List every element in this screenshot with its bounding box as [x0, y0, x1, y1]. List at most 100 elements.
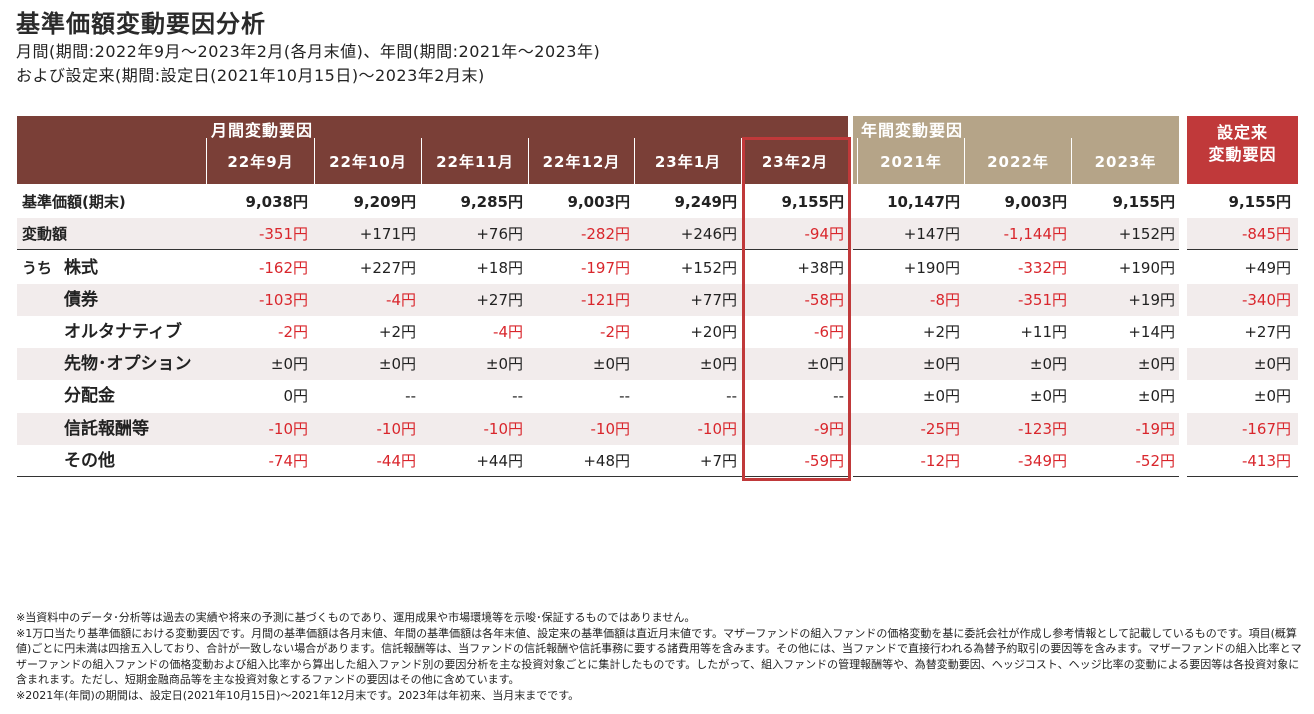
- table-cell: +19円: [1128, 291, 1175, 309]
- row-label: 債券: [64, 290, 98, 310]
- table-cell: ±0円: [1253, 355, 1291, 373]
- page-title: 基準価額変動要因分析: [16, 10, 266, 38]
- col-header: 22年9月: [206, 138, 314, 184]
- table-cell: -2円: [600, 323, 630, 341]
- row-prefix: うち: [22, 259, 53, 277]
- table-cell: -413円: [1241, 452, 1291, 470]
- table-cell: -10円: [268, 420, 309, 438]
- table-cell: 9,003円: [567, 193, 630, 211]
- highlight-box: [742, 137, 851, 481]
- table-cell: +152円: [680, 259, 737, 277]
- table-row: 信託報酬等 -10円 -10円 -10円 -10円 -10円 -9円 -25円 -123円 -19…: [17, 413, 1298, 445]
- table-cell: -197円: [580, 259, 630, 277]
- table-cell: 0円: [283, 387, 308, 405]
- row-label: 分配金: [64, 386, 115, 406]
- footnote: ※2021年(年間)の期間は、設定日(2021年10月15日)～2021年12月…: [16, 688, 580, 702]
- table-cell: ±0円: [485, 355, 523, 373]
- table-cell: -9円: [814, 420, 844, 438]
- table-cell: --: [405, 387, 416, 405]
- table-cell: -6円: [814, 323, 844, 341]
- table-cell: -4円: [493, 323, 523, 341]
- table-cell: +48円: [583, 452, 630, 470]
- table-cell: 10,147円: [887, 193, 960, 211]
- table-cell: +2円: [378, 323, 416, 341]
- table-cell: -10円: [697, 420, 738, 438]
- table-row: 基準価額(期末) 9,038円 9,209円 9,285円 9,003円 9,249円 9,…: [17, 186, 1298, 218]
- period-description: 月間(期間:2022年9月～2023年2月(各月末値)、年間(期間:2021年～…: [16, 42, 601, 61]
- monthly-header: 月間変動要因 22年9月 22年10月 22年11月 22年12月 23年1月 …: [17, 116, 848, 184]
- since-label: 設定来: [1216, 123, 1268, 142]
- footnote: ※1万口当たり基準価額における変動要因です。月間の基準価額は各月末値、年間の基準…: [16, 626, 1302, 687]
- table-row: 分配金 0円 -- -- -- -- -- ±0円 ±0円 ±0円 ±0円: [17, 380, 1298, 412]
- table-cell: +152円: [1118, 225, 1175, 243]
- monthly-group-label: 月間変動要因: [211, 121, 314, 140]
- table-cell: 9,038円: [245, 193, 308, 211]
- table-cell: ±0円: [922, 387, 960, 405]
- table-cell: -2円: [278, 323, 308, 341]
- col-header: 22年10月: [314, 138, 421, 184]
- table-cell: -19円: [1135, 420, 1176, 438]
- table-cell: +7円: [699, 452, 737, 470]
- table-cell: -58円: [804, 291, 845, 309]
- row-label: 基準価額(期末): [22, 193, 126, 211]
- table-cell: -103円: [258, 291, 308, 309]
- table-cell: ±0円: [592, 355, 630, 373]
- table-cell: -59円: [804, 452, 845, 470]
- table-cell: ±0円: [806, 355, 844, 373]
- table-cell: -349円: [1017, 452, 1067, 470]
- table-cell: +20円: [690, 323, 737, 341]
- table-cell: +171円: [359, 225, 416, 243]
- footnotes: ※当資料中のデータ･分析等は過去の実績や将来の予測に基づくものであり、運用成果や…: [16, 610, 1306, 704]
- col-header: 2021年: [857, 138, 964, 184]
- table-cell: --: [833, 387, 844, 405]
- table-cell: ±0円: [1029, 355, 1067, 373]
- table-cell: +2円: [922, 323, 960, 341]
- table-row: オルタナティブ -2円 +2円 -4円 -2円 +20円 -6円 +2円 +11円 +14円 +27…: [17, 316, 1298, 348]
- table-cell: +44円: [476, 452, 523, 470]
- row-label: 先物･オプション: [64, 354, 192, 374]
- table-cell: -12円: [920, 452, 961, 470]
- table-cell: -351円: [258, 225, 308, 243]
- table-cell: -4円: [386, 291, 416, 309]
- table-cell: ±0円: [1029, 387, 1067, 405]
- table-cell: ±0円: [378, 355, 416, 373]
- table-cell: 9,155円: [1112, 193, 1175, 211]
- table-cell: -121円: [580, 291, 630, 309]
- col-header: 23年2月: [741, 138, 848, 184]
- table-cell: -332円: [1017, 259, 1067, 277]
- table-cell: +190円: [1118, 259, 1175, 277]
- since-label-2: 変動要因: [1208, 145, 1277, 164]
- table-cell: +18円: [476, 259, 523, 277]
- table-cell: 9,155円: [781, 193, 844, 211]
- table-cell: +38円: [797, 259, 844, 277]
- row-label: オルタナティブ: [64, 322, 182, 342]
- table-cell: +27円: [476, 291, 523, 309]
- table-cell: -10円: [590, 420, 631, 438]
- table-row: 先物･オプション ±0円 ±0円 ±0円 ±0円 ±0円 ±0円 ±0円 ±0円 ±0円 ±0円: [17, 348, 1298, 380]
- table-cell: -44円: [376, 452, 417, 470]
- table-cell: 9,209円: [353, 193, 416, 211]
- table-cell: --: [512, 387, 523, 405]
- table-cell: -282円: [580, 225, 630, 243]
- annual-header: 年間変動要因 2021年 2022年 2023年: [853, 116, 1179, 184]
- table-cell: 9,249円: [674, 193, 737, 211]
- row-label: 信託報酬等: [64, 419, 149, 439]
- table-cell: -74円: [268, 452, 309, 470]
- table-cell: -340円: [1241, 291, 1291, 309]
- table-cell: -25円: [920, 420, 961, 438]
- table-cell: ±0円: [699, 355, 737, 373]
- table-cell: ±0円: [922, 355, 960, 373]
- footnote: ※当資料中のデータ･分析等は過去の実績や将来の予測に基づくものであり、運用成果や…: [16, 611, 696, 624]
- col-header: 2022年: [964, 138, 1071, 184]
- table-cell: -52円: [1135, 452, 1176, 470]
- table-cell: +11円: [1020, 323, 1067, 341]
- table-cell: -10円: [376, 420, 417, 438]
- table-cell: +77円: [690, 291, 737, 309]
- col-header: 2023年: [1071, 138, 1179, 184]
- table-row: うち 株式 -162円 +227円 +18円 -197円 +152円 +38円 +190円 -33…: [17, 252, 1298, 284]
- table-row: 債券 -103円 -4円 +27円 -121円 +77円 -58円 -8円 -351円 +19円 -…: [17, 284, 1298, 316]
- table-cell: -1,144円: [1003, 225, 1067, 243]
- table-cell: -162円: [258, 259, 308, 277]
- table-cell: -10円: [483, 420, 524, 438]
- table-cell: ±0円: [1137, 387, 1175, 405]
